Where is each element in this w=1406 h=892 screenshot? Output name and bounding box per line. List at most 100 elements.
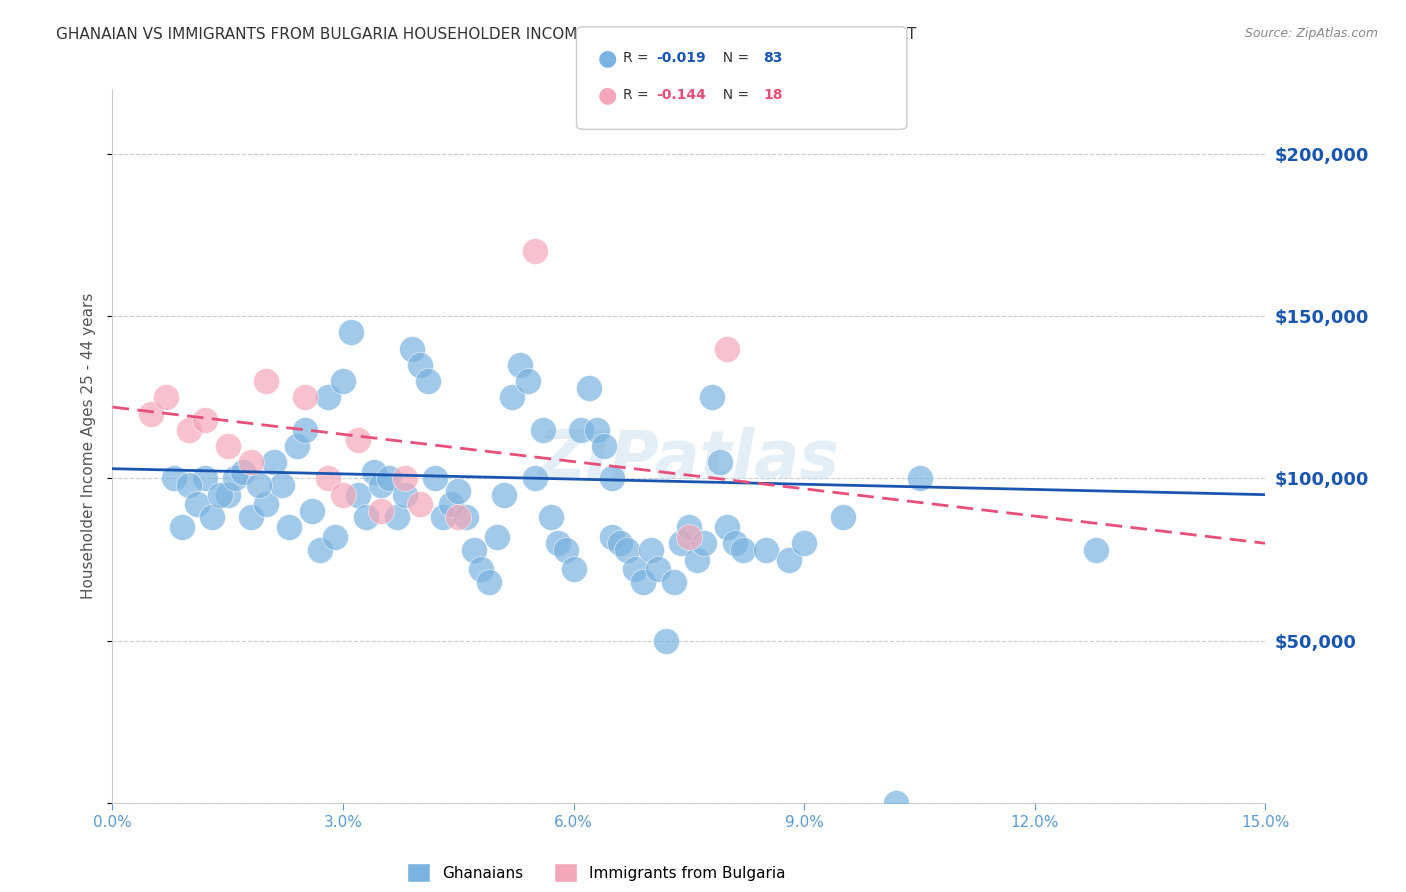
Point [709,455,731,469]
Point [232,465,254,479]
Point [547,536,569,550]
Point [886,796,908,810]
Point [516,374,538,388]
Text: ●: ● [598,48,617,68]
Point [640,542,662,557]
Point [678,530,700,544]
Point [347,433,370,447]
Text: Source: ZipAtlas.com: Source: ZipAtlas.com [1244,27,1378,40]
Point [731,542,754,557]
Text: -0.144: -0.144 [657,88,706,103]
Point [416,374,439,388]
Point [332,488,354,502]
Point [724,536,747,550]
Y-axis label: Householder Income Ages 25 - 44 years: Householder Income Ages 25 - 44 years [80,293,96,599]
Point [831,510,853,524]
Point [294,423,316,437]
Point [254,497,277,511]
Point [463,542,485,557]
Point [409,497,432,511]
Point [509,358,531,372]
Point [440,497,463,511]
Point [209,488,232,502]
Point [301,504,323,518]
Point [755,542,778,557]
Text: GHANAIAN VS IMMIGRANTS FROM BULGARIA HOUSEHOLDER INCOME AGES 25 - 44 YEARS CORRE: GHANAIAN VS IMMIGRANTS FROM BULGARIA HOU… [56,27,917,42]
Text: ZIPatlas: ZIPatlas [538,427,839,493]
Point [239,455,262,469]
Point [370,504,392,518]
Point [600,530,623,544]
Point [454,510,477,524]
Point [163,471,186,485]
Point [186,497,208,511]
Point [1085,542,1108,557]
Point [370,478,392,492]
Point [662,575,685,590]
Point [609,536,631,550]
Point [170,520,193,534]
Text: 18: 18 [763,88,783,103]
Point [401,342,423,356]
Point [332,374,354,388]
Point [217,439,239,453]
Point [569,423,592,437]
Point [494,488,516,502]
Point [285,439,308,453]
Point [624,562,647,576]
Point [655,633,678,648]
Point [540,510,562,524]
Point [585,423,607,437]
Text: 83: 83 [763,51,783,65]
Point [671,536,693,550]
Point [270,478,292,492]
Point [578,381,600,395]
Point [385,510,408,524]
Point [531,423,554,437]
Text: R =: R = [623,88,652,103]
Point [685,552,707,566]
Point [155,390,177,404]
Point [378,471,401,485]
Point [278,520,301,534]
Point [631,575,654,590]
Point [616,542,638,557]
Point [363,465,385,479]
Point [478,575,501,590]
Point [194,471,217,485]
Point [524,471,547,485]
Text: N =: N = [714,51,754,65]
Point [139,407,162,421]
Point [316,390,339,404]
Point [339,326,361,340]
Point [593,439,616,453]
Text: ●: ● [598,86,617,105]
Point [501,390,523,404]
Text: R =: R = [623,51,652,65]
Point [201,510,224,524]
Legend: Ghanaians, Immigrants from Bulgaria: Ghanaians, Immigrants from Bulgaria [401,857,792,888]
Point [432,510,454,524]
Point [194,413,217,427]
Point [347,488,370,502]
Point [447,510,470,524]
Point [263,455,285,469]
Point [316,471,339,485]
Point [600,471,623,485]
Point [239,510,262,524]
Point [562,562,585,576]
Point [354,510,377,524]
Text: -0.019: -0.019 [657,51,706,65]
Point [700,390,723,404]
Point [447,484,470,499]
Point [224,471,246,485]
Point [394,488,416,502]
Point [678,520,700,534]
Point [247,478,270,492]
Point [325,530,347,544]
Point [716,520,738,534]
Point [793,536,815,550]
Point [179,478,201,492]
Point [647,562,669,576]
Point [716,342,738,356]
